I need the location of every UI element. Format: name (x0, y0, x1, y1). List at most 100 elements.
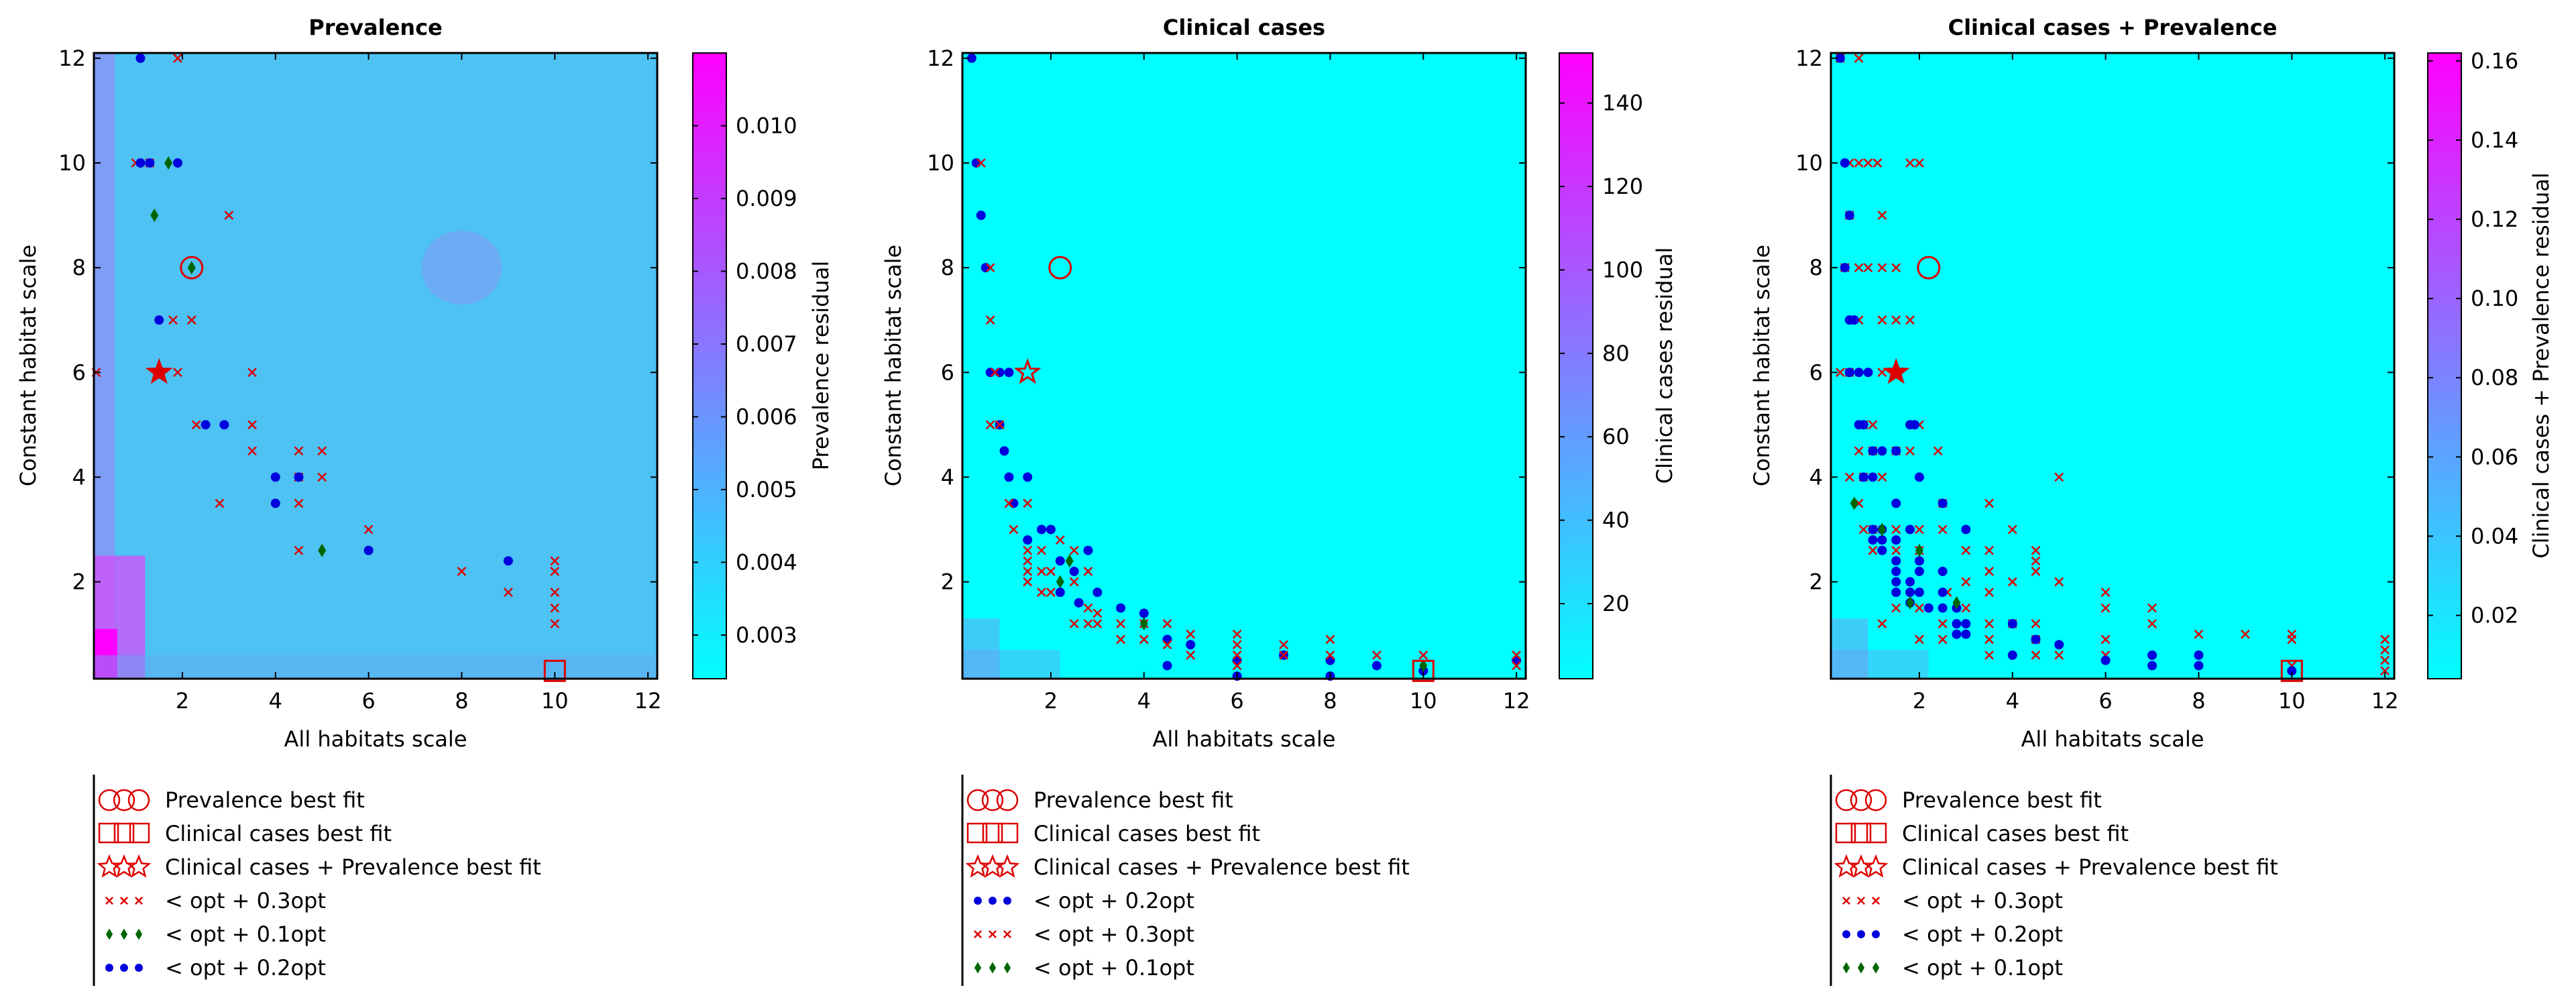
data-point (150, 209, 159, 223)
legend-series-marker (974, 930, 982, 938)
data-point (1046, 588, 1056, 598)
x-marker-stroke (1868, 545, 1878, 555)
combined-best-fit-marker (1882, 357, 1910, 384)
data-point (1877, 535, 1887, 545)
data-point (1952, 596, 1961, 610)
x-marker-stroke (1854, 263, 1864, 272)
data-point (2147, 603, 2157, 613)
x-marker-stroke (1844, 472, 1854, 482)
legend-label: < opt + 0.1opt (1033, 955, 1194, 981)
residual-shading (94, 628, 117, 679)
data-point (1055, 588, 1065, 598)
data-point (1914, 566, 1924, 576)
data-point (1162, 634, 1172, 645)
data-point (1961, 603, 1971, 613)
x-marker-stroke (2007, 577, 2017, 587)
x-marker-stroke (1093, 619, 1103, 628)
legend-series-marker (989, 962, 997, 974)
data-point (2054, 472, 2064, 482)
y-tick-label: 12 (1795, 46, 1823, 71)
x-marker-stroke (1009, 524, 1019, 535)
colorbar-tick-label: 0.04 (2471, 523, 2518, 549)
data-point (1844, 211, 1854, 221)
colorbar-tick-label: 0.003 (736, 622, 797, 648)
x-marker-stroke (1003, 930, 1011, 938)
x-marker-stroke (1905, 315, 1915, 325)
x-tick-label: 6 (1230, 688, 1243, 714)
x-marker-stroke (247, 368, 257, 378)
x-marker-stroke (550, 556, 560, 566)
legend: Prevalence best fit Clinical cases best … (1830, 775, 2278, 986)
x-marker-stroke (1933, 446, 1943, 456)
data-point (981, 263, 991, 273)
colorbar-tick-label: 0.06 (2471, 444, 2518, 469)
legend: Prevalence best fit Clinical cases best … (93, 775, 541, 986)
y-tick-label: 12 (927, 46, 954, 71)
x-marker-stroke (1891, 263, 1901, 272)
x-marker-stroke (1961, 603, 1971, 613)
data-point (990, 368, 1000, 378)
x-marker-stroke (1984, 498, 1994, 508)
data-point (1232, 629, 1242, 639)
data-point (1877, 472, 1887, 482)
x-marker-stroke (1891, 315, 1901, 325)
data-point (550, 556, 560, 566)
x-marker-stroke (1915, 524, 1924, 535)
legend: Prevalence best fit Clinical cases best … (961, 775, 1410, 986)
data-point (1844, 368, 1854, 378)
x-tick-label: 12 (634, 688, 662, 714)
data-point (971, 158, 981, 168)
x-marker-stroke (1023, 498, 1033, 508)
x-marker-stroke (168, 315, 178, 325)
data-point (1854, 368, 1864, 378)
data-point (1961, 545, 1971, 555)
prevalence-best-fit-marker (1917, 256, 1941, 280)
x-marker-stroke (1004, 498, 1014, 508)
data-point (1905, 588, 1915, 598)
data-point (1877, 446, 1887, 456)
x-marker-stroke (2031, 567, 2041, 576)
data-point (1984, 588, 1994, 598)
data-point (294, 498, 304, 508)
plot-frame (93, 52, 659, 680)
data-point (2031, 567, 2041, 576)
data-point (191, 420, 201, 430)
y-tick-label: 2 (1809, 569, 1823, 595)
data-point (1844, 472, 1854, 482)
x-axis-label: All habitats scale (1153, 726, 1336, 752)
x-marker-stroke (1905, 158, 1915, 168)
data-point (1840, 263, 1850, 273)
legend-item-series-2: < opt + 0.1opt (105, 922, 326, 947)
data-point (2031, 556, 2041, 566)
data-point (2147, 619, 2157, 628)
clinical-best-fit-marker (543, 659, 566, 682)
data-point (550, 567, 560, 576)
data-point (1069, 545, 1079, 555)
legend-item-combined-best-fit: Clinical cases + Prevalence best fit (97, 854, 541, 880)
data-point (1891, 545, 1901, 555)
colorbar-tick-label: 0.006 (736, 404, 797, 429)
data-point (1961, 577, 1971, 587)
x-marker-stroke (2007, 524, 2017, 535)
data-point (1984, 650, 1994, 660)
legend-square-marker (997, 822, 1019, 844)
data-point (1877, 263, 1887, 272)
legend-item-clinical-best-fit: Clinical cases best fit (98, 821, 392, 846)
y-tick-label: 6 (72, 359, 86, 385)
legend-series-marker (120, 928, 128, 940)
data-point (2031, 634, 2041, 645)
data-point (219, 420, 229, 430)
legend-label: Prevalence best fit (165, 787, 365, 813)
colorbar-tick-label: 0.08 (2471, 365, 2518, 390)
data-point (247, 368, 257, 378)
x-marker-stroke (1023, 556, 1033, 566)
x-marker-stroke (1186, 650, 1196, 660)
data-point (2194, 650, 2204, 660)
legend-item-prevalence-best-fit: Prevalence best fit (98, 787, 365, 813)
x-marker-stroke (1915, 603, 1924, 613)
data-point (1915, 603, 1924, 613)
legend-series-marker (120, 897, 128, 905)
panel-clinical-cases: Clinical cases 2 4 6 8 10 12 2 4 6 8 10 12 All habi… (881, 15, 1677, 986)
data-point (1891, 577, 1901, 587)
x-marker-stroke (457, 567, 467, 576)
